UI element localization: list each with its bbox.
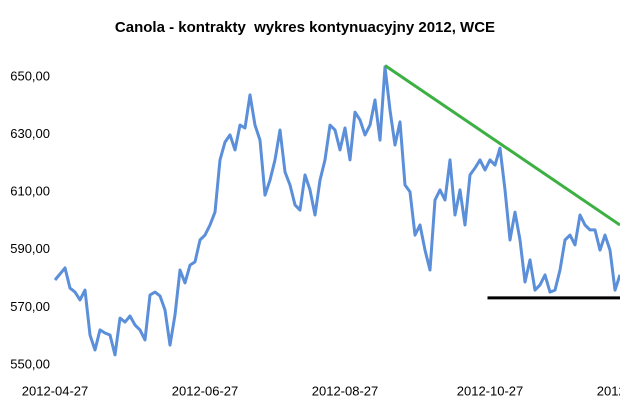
y-tick-label: 570,00 [10, 299, 50, 314]
y-tick-label: 650,00 [10, 68, 50, 83]
x-tick-label: 2012-04-27 [22, 383, 89, 398]
x-tick-label: 2012-08-27 [312, 383, 379, 398]
x-tick-label: 2012-10-27 [457, 383, 524, 398]
y-tick-label: 590,00 [10, 241, 50, 256]
trend-line [384, 64, 620, 227]
price-line [53, 65, 620, 357]
y-tick-label: 630,00 [10, 126, 50, 141]
chart-title: Canola - kontrakty wykres kontynuacyjny … [115, 19, 495, 36]
x-tick-label: 2012-06-27 [172, 383, 239, 398]
y-tick-label: 610,00 [10, 184, 50, 199]
y-tick-label: 550,00 [10, 356, 50, 371]
x-tick-label: 2012-12-27 [597, 383, 620, 398]
